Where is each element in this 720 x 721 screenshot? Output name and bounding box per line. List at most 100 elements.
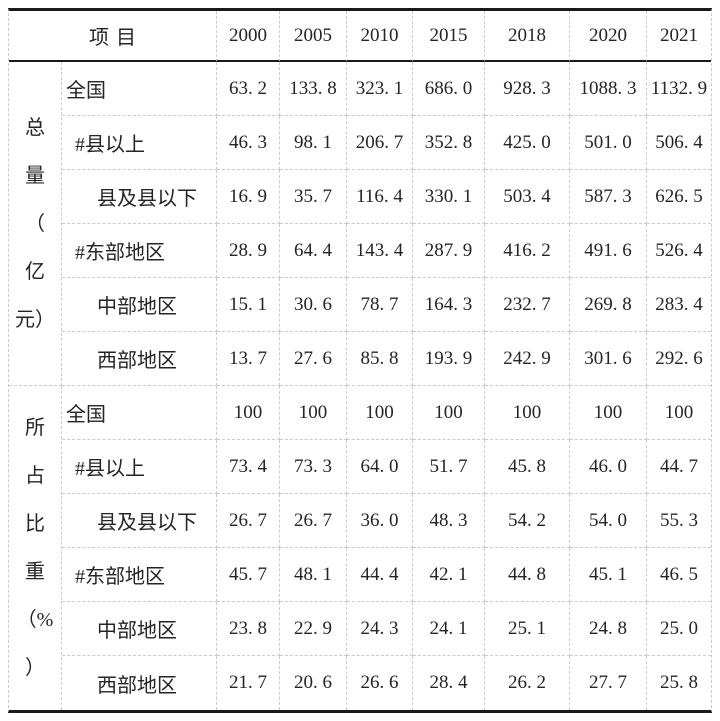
value-cell: 85. 8 — [347, 332, 413, 386]
value-cell: 587. 3 — [570, 170, 647, 224]
value-cell: 26. 7 — [280, 494, 347, 548]
value-cell: 25. 1 — [485, 602, 570, 656]
group-label-line: 比 — [25, 513, 45, 535]
value-cell: 143. 4 — [347, 224, 413, 278]
year-header-2021: 2021 — [647, 11, 711, 62]
row-label: 全国 — [62, 386, 217, 440]
value-cell: 45. 1 — [570, 548, 647, 602]
year-header-2018: 2018 — [485, 11, 570, 62]
value-cell: 20. 6 — [280, 656, 347, 710]
group-label-total-amount: 总 量 （ 亿 元） — [9, 62, 62, 386]
value-cell: 501. 0 — [570, 116, 647, 170]
value-cell: 1088. 3 — [570, 62, 647, 116]
value-cell: 35. 7 — [280, 170, 347, 224]
value-cell: 98. 1 — [280, 116, 347, 170]
value-cell: 206. 7 — [347, 116, 413, 170]
value-cell: 323. 1 — [347, 62, 413, 116]
value-cell: 269. 8 — [570, 278, 647, 332]
value-cell: 42. 1 — [413, 548, 485, 602]
row-label: #东部地区 — [62, 548, 217, 602]
group-label-line: （ — [25, 212, 45, 235]
group-label-line: ） — [25, 657, 45, 679]
value-cell: 28. 4 — [413, 656, 485, 710]
value-cell: 30. 6 — [280, 278, 347, 332]
group-label-line: （% — [16, 609, 54, 631]
value-cell: 25. 8 — [660, 672, 698, 693]
value-cell: 46. 5 — [647, 548, 711, 602]
value-cell: 54. 0 — [570, 494, 647, 548]
group-label-line: 重 — [25, 561, 45, 583]
value-cell: 26. 7 — [217, 494, 280, 548]
statistics-table: 项目 2000 2005 2010 2015 2018 2020 2021 总 … — [8, 8, 712, 713]
value-cell: 21. 7 — [217, 656, 280, 710]
value-cell: 16. 9 — [217, 170, 280, 224]
value-cell: 48. 1 — [280, 548, 347, 602]
row-label: 中部地区 — [62, 602, 217, 656]
value-cell: 55. 3 — [647, 494, 711, 548]
group-label-line: 量 — [25, 164, 45, 187]
value-cell: 51. 7 — [413, 440, 485, 494]
value-cell: 526. 4 — [647, 224, 711, 278]
value-cell: 425. 0 — [485, 116, 570, 170]
value-cell: 27. 7 — [570, 656, 647, 710]
value-cell: 100 — [413, 386, 485, 440]
row-label: #县以上 — [62, 440, 217, 494]
value-cell: 48. 3 — [413, 494, 485, 548]
value-cell: 292. 6 — [647, 332, 711, 386]
value-cell: 22. 9 — [280, 602, 347, 656]
value-cell: 24. 8 — [570, 602, 647, 656]
value-cell: 24. 1 — [413, 602, 485, 656]
group-label-line: 总 — [25, 116, 45, 139]
value-cell: 100 — [570, 386, 647, 440]
value-cell: 28. 9 — [217, 224, 280, 278]
row-label: 全国 — [62, 62, 217, 116]
value-cell: 287. 9 — [413, 224, 485, 278]
value-cell: 100 — [347, 386, 413, 440]
value-cell: 491. 6 — [570, 224, 647, 278]
value-cell: 13. 7 — [217, 332, 280, 386]
year-header-2010: 2010 — [347, 11, 413, 62]
value-cell: 27. 6 — [280, 332, 347, 386]
row-label: 县及县以下 — [62, 494, 217, 548]
value-cell: 928. 3 — [485, 62, 570, 116]
value-cell: 506. 4 — [647, 116, 711, 170]
value-cell: 100 — [217, 386, 280, 440]
value-cell: 100 — [647, 386, 711, 440]
value-cell: 78. 7 — [347, 278, 413, 332]
value-cell: 116. 4 — [347, 170, 413, 224]
row-label: 西部地区 — [62, 656, 217, 710]
year-header-2000: 2000 — [217, 11, 280, 62]
value-cell: 45. 7 — [217, 548, 280, 602]
value-cell: 503. 4 — [485, 170, 570, 224]
value-cell: 626. 5 — [647, 170, 711, 224]
group-label-share: 所 占 比 重 （% ） — [9, 386, 62, 710]
group-label-line: 元） — [15, 308, 55, 331]
value-cell: 193. 9 — [413, 332, 485, 386]
value-cell: 26. 2 — [485, 656, 570, 710]
value-cell: 686. 0 — [413, 62, 485, 116]
value-cell: 352. 8 — [413, 116, 485, 170]
value-cell: 100 — [280, 386, 347, 440]
value-cell: 24. 3 — [347, 602, 413, 656]
value-cell: 45. 8 — [485, 440, 570, 494]
value-cell: 164. 3 — [413, 278, 485, 332]
value-cell: 63. 2 — [217, 62, 280, 116]
value-cell: 301. 6 — [570, 332, 647, 386]
year-header-2005: 2005 — [280, 11, 347, 62]
value-cell: 232. 7 — [485, 278, 570, 332]
value-cell: 44. 4 — [347, 548, 413, 602]
value-cell: 36. 0 — [347, 494, 413, 548]
value-cell: 44. 8 — [485, 548, 570, 602]
value-cell: 283. 4 — [647, 278, 711, 332]
value-cell: 242. 9 — [485, 332, 570, 386]
row-label: #东部地区 — [62, 224, 217, 278]
value-cell: 25. 0 — [647, 602, 711, 656]
value-cell: 15. 1 — [217, 278, 280, 332]
group-label-line: 亿 — [25, 260, 45, 283]
row-label: #县以上 — [62, 116, 217, 170]
row-label: 西部地区 — [62, 332, 217, 386]
year-header-2015: 2015 — [413, 11, 485, 62]
value-cell: 100 — [485, 386, 570, 440]
year-header-2020: 2020 — [570, 11, 647, 62]
